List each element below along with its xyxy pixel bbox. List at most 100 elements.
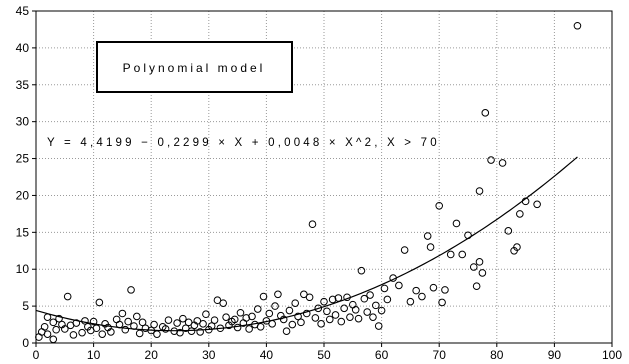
y-tick-label: 30 xyxy=(16,115,30,129)
data-point xyxy=(127,286,135,294)
data-point xyxy=(412,286,420,295)
data-point xyxy=(81,317,89,325)
data-point xyxy=(337,317,346,326)
data-point xyxy=(369,313,377,321)
data-point xyxy=(472,282,481,290)
x-tick-label: 50 xyxy=(317,348,331,362)
data-point xyxy=(69,331,78,339)
data-point xyxy=(118,309,127,318)
data-point xyxy=(150,320,158,329)
data-point xyxy=(302,309,311,318)
data-point xyxy=(135,329,144,338)
data-point xyxy=(92,324,101,333)
x-tick-label: 30 xyxy=(202,348,216,362)
data-point xyxy=(475,258,484,266)
data-point xyxy=(331,311,340,319)
data-point xyxy=(285,306,294,315)
y-tick-label: 40 xyxy=(16,41,30,55)
data-point xyxy=(55,314,63,323)
data-point xyxy=(78,328,86,337)
y-tick-label: 20 xyxy=(16,188,30,202)
data-point xyxy=(305,293,314,302)
data-point xyxy=(164,316,173,324)
data-point xyxy=(181,324,190,333)
data-point xyxy=(426,243,435,251)
data-point xyxy=(323,307,331,316)
x-tick-label: 40 xyxy=(260,348,274,362)
x-tick-label: 0 xyxy=(33,348,40,362)
data-point xyxy=(43,330,52,338)
data-point xyxy=(40,322,49,331)
y-tick-label: 10 xyxy=(16,262,30,276)
legend-box: Polynomial model xyxy=(96,41,293,93)
data-point xyxy=(253,305,262,313)
data-point xyxy=(354,314,363,323)
data-point xyxy=(202,310,210,319)
data-point xyxy=(294,312,302,321)
data-point xyxy=(441,286,449,294)
data-point xyxy=(481,109,490,117)
y-tick-label: 35 xyxy=(16,78,30,92)
data-point xyxy=(176,328,184,337)
data-point xyxy=(153,330,161,338)
data-point xyxy=(173,319,181,327)
data-point xyxy=(133,312,141,321)
data-point xyxy=(360,294,369,303)
data-point xyxy=(107,328,115,336)
data-point xyxy=(374,322,383,330)
axis-ticks xyxy=(32,10,613,347)
data-point xyxy=(372,301,380,310)
fit-curve xyxy=(35,156,578,332)
data-point xyxy=(210,316,219,324)
data-point xyxy=(199,320,207,328)
data-point xyxy=(179,314,187,323)
data-point xyxy=(63,292,72,301)
data-point xyxy=(222,313,230,321)
equation-label: Y = 4,4199 − 0,2299 × X + 0,0048 × X^2, … xyxy=(47,137,440,149)
x-tick-label: 100 xyxy=(602,348,622,362)
data-points xyxy=(35,21,582,344)
data-point xyxy=(265,309,274,318)
data-point xyxy=(184,318,193,327)
data-point xyxy=(248,312,256,321)
data-point xyxy=(346,313,354,321)
data-point xyxy=(95,298,104,307)
data-point xyxy=(446,250,455,259)
data-point xyxy=(89,317,98,326)
data-point xyxy=(504,227,513,235)
data-point xyxy=(49,318,58,327)
data-point xyxy=(282,327,291,335)
data-point xyxy=(52,325,60,334)
data-point xyxy=(236,308,245,317)
data-point xyxy=(475,187,484,195)
data-point xyxy=(196,328,204,336)
data-point xyxy=(213,296,222,305)
y-tick-labels: 0 5 10 15 20 25 30 35 40 45 xyxy=(16,4,30,350)
data-point xyxy=(377,306,386,315)
data-point xyxy=(161,325,170,333)
data-point xyxy=(256,322,265,331)
y-tick-label: 5 xyxy=(22,299,29,313)
data-point xyxy=(380,284,389,293)
data-point xyxy=(230,315,239,324)
data-point xyxy=(406,297,415,306)
data-point xyxy=(193,317,202,325)
data-point xyxy=(259,292,268,301)
data-point xyxy=(271,302,279,310)
data-point xyxy=(469,263,478,271)
data-point xyxy=(297,318,305,327)
data-point xyxy=(383,295,392,304)
data-point xyxy=(513,243,521,251)
data-point xyxy=(219,299,227,307)
data-point xyxy=(72,319,81,327)
x-tick-label: 60 xyxy=(375,348,389,362)
data-point xyxy=(395,281,403,290)
data-point xyxy=(61,325,69,333)
data-point xyxy=(121,325,130,334)
data-point xyxy=(357,266,366,275)
data-point xyxy=(423,232,432,240)
data-point xyxy=(98,330,107,338)
data-point xyxy=(317,320,325,328)
data-point xyxy=(418,292,426,301)
